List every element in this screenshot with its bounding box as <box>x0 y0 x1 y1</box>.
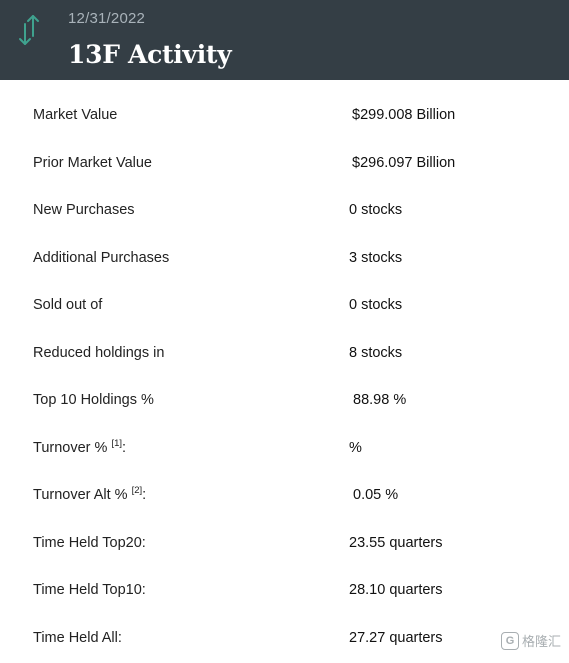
footnote-2-link[interactable]: [2] <box>132 485 143 496</box>
row-label: Turnover % [1]: <box>33 440 126 456</box>
row-time-held-top10: Time Held Top10: 28.10 quarters <box>0 568 569 616</box>
row-top10-holdings: Top 10 Holdings % 88.98 % <box>0 378 569 426</box>
row-prior-market-value: Prior Market Value $296.097 Billion <box>0 141 569 189</box>
row-value: 0 stocks <box>349 297 402 313</box>
row-label: Time Held Top10: <box>33 582 146 598</box>
row-label: Sold out of <box>33 297 102 313</box>
row-value: 28.10 quarters <box>349 582 443 598</box>
row-sold-out-of: Sold out of 0 stocks <box>0 283 569 331</box>
watermark-logo-icon: G <box>501 632 519 650</box>
row-additional-purchases: Additional Purchases 3 stocks <box>0 236 569 284</box>
row-value: $296.097 Billion <box>352 155 455 171</box>
row-label-text: Turnover Alt % <box>33 487 128 503</box>
row-label: New Purchases <box>33 202 135 218</box>
up-down-arrows-icon <box>16 12 42 48</box>
row-value: 8 stocks <box>349 345 402 361</box>
row-value: 3 stocks <box>349 250 402 266</box>
row-label: Time Held Top20: <box>33 535 146 551</box>
footnote-link[interactable]: [1] <box>111 438 122 449</box>
row-label: Additional Purchases <box>33 250 169 266</box>
row-label: Turnover Alt % [2]: <box>33 487 146 503</box>
row-label: Prior Market Value <box>33 155 152 171</box>
row-label: Time Held All: <box>33 630 122 646</box>
row-turnover-alt: Turnover Alt % [2]: 0.05 % <box>0 473 569 521</box>
row-reduced-holdings: Reduced holdings in 8 stocks <box>0 331 569 379</box>
row-turnover: Turnover % [1]: % <box>0 426 569 474</box>
footnote-link[interactable]: [2] <box>132 485 143 496</box>
row-value: % <box>349 440 362 456</box>
row-time-held-top20: Time Held Top20: 23.55 quarters <box>0 521 569 569</box>
row-label-suffix: : <box>142 487 146 503</box>
row-new-purchases: New Purchases 0 stocks <box>0 188 569 236</box>
report-date: 12/31/2022 <box>68 10 145 27</box>
row-label: Top 10 Holdings % <box>33 392 154 408</box>
header-bar: 12/31/2022 13F Activity <box>0 0 569 80</box>
row-value: 0.05 % <box>353 487 398 503</box>
footnote-1-link[interactable]: [1] <box>111 438 122 449</box>
row-value: 27.27 quarters <box>349 630 443 646</box>
row-value: $299.008 Billion <box>352 107 455 123</box>
row-value: 23.55 quarters <box>349 535 443 551</box>
row-label: Reduced holdings in <box>33 345 164 361</box>
row-label: Market Value <box>33 107 117 123</box>
watermark-text: 格隆汇 <box>522 631 561 650</box>
watermark: G 格隆汇 <box>501 631 561 650</box>
activity-table: Market Value $299.008 Billion Prior Mark… <box>0 93 569 663</box>
row-value: 0 stocks <box>349 202 402 218</box>
row-value: 88.98 % <box>353 392 406 408</box>
row-market-value: Market Value $299.008 Billion <box>0 93 569 141</box>
row-label-suffix: : <box>122 440 126 456</box>
page-title: 13F Activity <box>68 40 231 69</box>
row-label-text: Turnover % <box>33 440 107 456</box>
